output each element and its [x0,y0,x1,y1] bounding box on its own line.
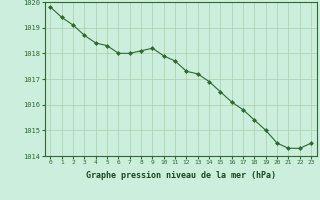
X-axis label: Graphe pression niveau de la mer (hPa): Graphe pression niveau de la mer (hPa) [86,171,276,180]
